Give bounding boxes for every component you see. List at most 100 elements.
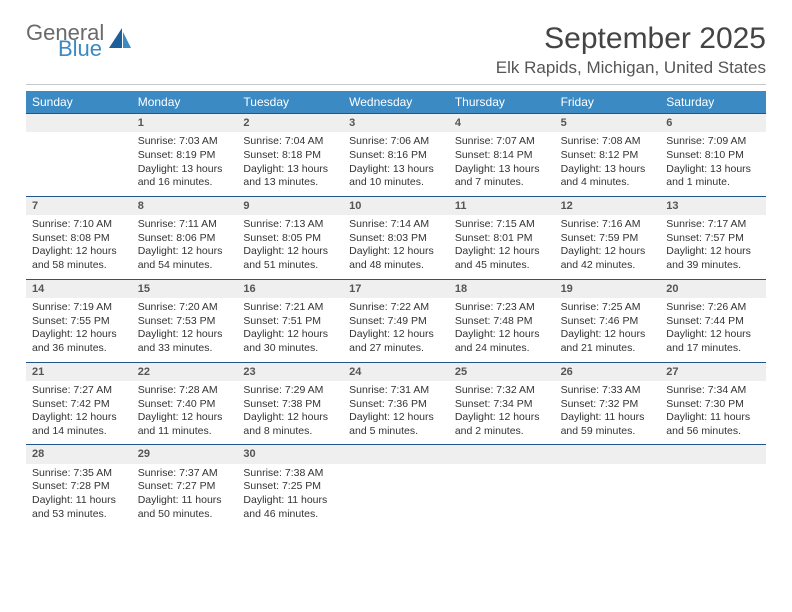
day-number: 19 — [555, 279, 661, 298]
day-number: 28 — [26, 444, 132, 463]
sunrise-text: Sunrise: 7:06 AM — [349, 135, 443, 149]
sunset-text: Sunset: 7:48 PM — [455, 315, 549, 329]
weekday-label: Thursday — [449, 91, 555, 113]
day-cell: 8Sunrise: 7:11 AMSunset: 8:06 PMDaylight… — [132, 196, 238, 279]
daylight-text: Daylight: 12 hours and 33 minutes. — [138, 328, 232, 355]
sunset-text: Sunset: 7:28 PM — [32, 480, 126, 494]
daylight-text: Daylight: 13 hours and 4 minutes. — [561, 163, 655, 190]
day-cell: 28Sunrise: 7:35 AMSunset: 7:28 PMDayligh… — [26, 444, 132, 527]
daylight-text: Daylight: 12 hours and 54 minutes. — [138, 245, 232, 272]
calendar-week: 28Sunrise: 7:35 AMSunset: 7:28 PMDayligh… — [26, 444, 766, 527]
daylight-text: Daylight: 12 hours and 8 minutes. — [243, 411, 337, 438]
day-number: 15 — [132, 279, 238, 298]
daylight-text: Daylight: 12 hours and 17 minutes. — [666, 328, 760, 355]
weekday-header: Sunday Monday Tuesday Wednesday Thursday… — [26, 91, 766, 113]
sunrise-text: Sunrise: 7:20 AM — [138, 301, 232, 315]
sunset-text: Sunset: 7:57 PM — [666, 232, 760, 246]
sunrise-text: Sunrise: 7:07 AM — [455, 135, 549, 149]
sunset-text: Sunset: 8:14 PM — [455, 149, 549, 163]
day-number — [660, 444, 766, 463]
sunrise-text: Sunrise: 7:27 AM — [32, 384, 126, 398]
sunrise-text: Sunrise: 7:08 AM — [561, 135, 655, 149]
daylight-text: Daylight: 12 hours and 11 minutes. — [138, 411, 232, 438]
day-number: 3 — [343, 113, 449, 132]
sunset-text: Sunset: 7:38 PM — [243, 398, 337, 412]
day-cell: 2Sunrise: 7:04 AMSunset: 8:18 PMDaylight… — [237, 113, 343, 196]
sunrise-text: Sunrise: 7:13 AM — [243, 218, 337, 232]
sunset-text: Sunset: 7:40 PM — [138, 398, 232, 412]
sunrise-text: Sunrise: 7:21 AM — [243, 301, 337, 315]
sunset-text: Sunset: 7:27 PM — [138, 480, 232, 494]
day-cell — [660, 444, 766, 527]
sunset-text: Sunset: 7:36 PM — [349, 398, 443, 412]
sunrise-text: Sunrise: 7:22 AM — [349, 301, 443, 315]
day-cell: 27Sunrise: 7:34 AMSunset: 7:30 PMDayligh… — [660, 362, 766, 445]
day-cell: 14Sunrise: 7:19 AMSunset: 7:55 PMDayligh… — [26, 279, 132, 362]
sunrise-text: Sunrise: 7:11 AM — [138, 218, 232, 232]
daylight-text: Daylight: 12 hours and 14 minutes. — [32, 411, 126, 438]
sunrise-text: Sunrise: 7:03 AM — [138, 135, 232, 149]
day-number: 23 — [237, 362, 343, 381]
day-number: 26 — [555, 362, 661, 381]
sunset-text: Sunset: 8:12 PM — [561, 149, 655, 163]
day-cell: 29Sunrise: 7:37 AMSunset: 7:27 PMDayligh… — [132, 444, 238, 527]
day-number: 20 — [660, 279, 766, 298]
sunrise-text: Sunrise: 7:09 AM — [666, 135, 760, 149]
daylight-text: Daylight: 13 hours and 1 minute. — [666, 163, 760, 190]
sunset-text: Sunset: 7:59 PM — [561, 232, 655, 246]
weekday-label: Tuesday — [237, 91, 343, 113]
day-number: 27 — [660, 362, 766, 381]
day-cell: 13Sunrise: 7:17 AMSunset: 7:57 PMDayligh… — [660, 196, 766, 279]
day-cell — [449, 444, 555, 527]
daylight-text: Daylight: 13 hours and 7 minutes. — [455, 163, 549, 190]
calendar-week: 7Sunrise: 7:10 AMSunset: 8:08 PMDaylight… — [26, 196, 766, 279]
header-divider — [26, 84, 766, 85]
sunrise-text: Sunrise: 7:33 AM — [561, 384, 655, 398]
day-cell: 15 Sunrise: 7:20 AMSunset: 7:53 PMDayligh… — [132, 279, 238, 362]
day-number: 30 — [237, 444, 343, 463]
day-number: 21 — [26, 362, 132, 381]
daylight-text: Daylight: 11 hours and 59 minutes. — [561, 411, 655, 438]
daylight-text: Daylight: 12 hours and 30 minutes. — [243, 328, 337, 355]
daylight-text: Daylight: 12 hours and 45 minutes. — [455, 245, 549, 272]
day-cell: 3Sunrise: 7:06 AMSunset: 8:16 PMDaylight… — [343, 113, 449, 196]
day-cell: 19Sunrise: 7:25 AMSunset: 7:46 PMDayligh… — [555, 279, 661, 362]
daylight-text: Daylight: 12 hours and 24 minutes. — [455, 328, 549, 355]
calendar-week: 1Sunrise: 7:03 AMSunset: 8:19 PMDaylight… — [26, 113, 766, 196]
sunset-text: Sunset: 7:49 PM — [349, 315, 443, 329]
sunset-text: Sunset: 8:08 PM — [32, 232, 126, 246]
day-number — [343, 444, 449, 463]
sunset-text: Sunset: 8:19 PM — [138, 149, 232, 163]
day-cell — [343, 444, 449, 527]
day-number: 11 — [449, 196, 555, 215]
day-number: 10 — [343, 196, 449, 215]
day-number: 16 — [237, 279, 343, 298]
sunset-text: Sunset: 7:32 PM — [561, 398, 655, 412]
weekday-label: Saturday — [660, 91, 766, 113]
day-cell: 18Sunrise: 7:23 AMSunset: 7:48 PMDayligh… — [449, 279, 555, 362]
sunrise-text: Sunrise: 7:17 AM — [666, 218, 760, 232]
day-number: 22 — [132, 362, 238, 381]
sunset-text: Sunset: 7:53 PM — [138, 315, 232, 329]
daylight-text: Daylight: 12 hours and 27 minutes. — [349, 328, 443, 355]
sunset-text: Sunset: 8:10 PM — [666, 149, 760, 163]
day-cell: 12Sunrise: 7:16 AMSunset: 7:59 PMDayligh… — [555, 196, 661, 279]
day-cell: 4Sunrise: 7:07 AMSunset: 8:14 PMDaylight… — [449, 113, 555, 196]
sunrise-text: Sunrise: 7:31 AM — [349, 384, 443, 398]
daylight-text: Daylight: 12 hours and 36 minutes. — [32, 328, 126, 355]
daylight-text: Daylight: 12 hours and 48 minutes. — [349, 245, 443, 272]
sunset-text: Sunset: 7:44 PM — [666, 315, 760, 329]
day-cell: 25Sunrise: 7:32 AMSunset: 7:34 PMDayligh… — [449, 362, 555, 445]
sunrise-text: Sunrise: 7:34 AM — [666, 384, 760, 398]
day-number: 18 — [449, 279, 555, 298]
day-number: 7 — [26, 196, 132, 215]
sunset-text: Sunset: 7:51 PM — [243, 315, 337, 329]
day-number: 9 — [237, 196, 343, 215]
day-number: 5 — [555, 113, 661, 132]
day-cell: 11Sunrise: 7:15 AMSunset: 8:01 PMDayligh… — [449, 196, 555, 279]
daylight-text: Daylight: 13 hours and 10 minutes. — [349, 163, 443, 190]
day-number: 8 — [132, 196, 238, 215]
daylight-text: Daylight: 12 hours and 2 minutes. — [455, 411, 549, 438]
sunrise-text: Sunrise: 7:28 AM — [138, 384, 232, 398]
sunrise-text: Sunrise: 7:14 AM — [349, 218, 443, 232]
